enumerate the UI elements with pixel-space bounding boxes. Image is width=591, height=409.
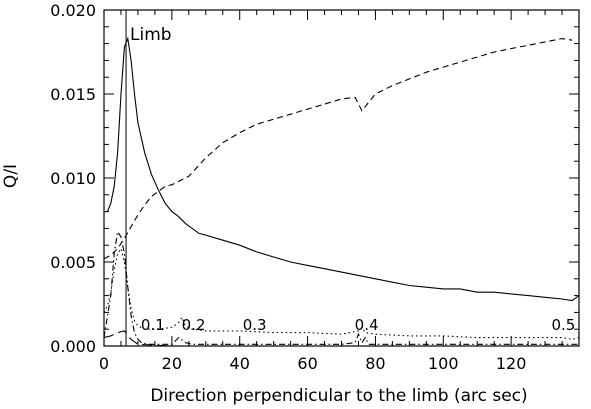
x-tick-label: 100 (428, 354, 459, 373)
y-tick-label: 0.010 (50, 169, 96, 188)
curve-label: 0.4 (355, 316, 379, 334)
series-line-solid (104, 36, 579, 302)
limb-marker-label: Limb (130, 25, 172, 45)
series-line-dotted (104, 247, 579, 340)
y-tick-label: 0.005 (50, 253, 96, 272)
x-tick-label: 80 (365, 354, 385, 373)
x-tick-label: 120 (496, 354, 527, 373)
curve-label: 0.1 (141, 316, 165, 334)
curve-label: 0.3 (243, 316, 267, 334)
series-line-dashed (104, 38, 573, 260)
x-tick-label: 40 (230, 354, 250, 373)
curve-label: 0.5 (551, 316, 575, 334)
x-tick-label: 60 (297, 354, 317, 373)
annotations: Limb 0.1 0.2 0.3 0.4 0.5 (125, 10, 575, 346)
y-tick-label: 0.015 (50, 85, 96, 104)
series-line-dashdot (104, 230, 579, 345)
series-line-longdash (104, 330, 579, 346)
y-tick-label: 0.000 (50, 337, 96, 356)
plot-frame (103, 9, 580, 347)
x-axis-label: Direction perpendicular to the limb (arc… (150, 386, 527, 406)
series-layer (104, 36, 579, 346)
y-axis-label: Q/I (1, 164, 21, 188)
x-tick-label: 0 (99, 354, 109, 373)
axis-ticks: 0 20 40 60 80 100 120 0.000 0.005 0.010 0.015 0.020 (50, 1, 579, 373)
x-tick-label: 20 (162, 354, 182, 373)
y-tick-label: 0.020 (50, 1, 96, 20)
curve-label: 0.2 (182, 316, 206, 334)
plot-border (103, 9, 580, 347)
